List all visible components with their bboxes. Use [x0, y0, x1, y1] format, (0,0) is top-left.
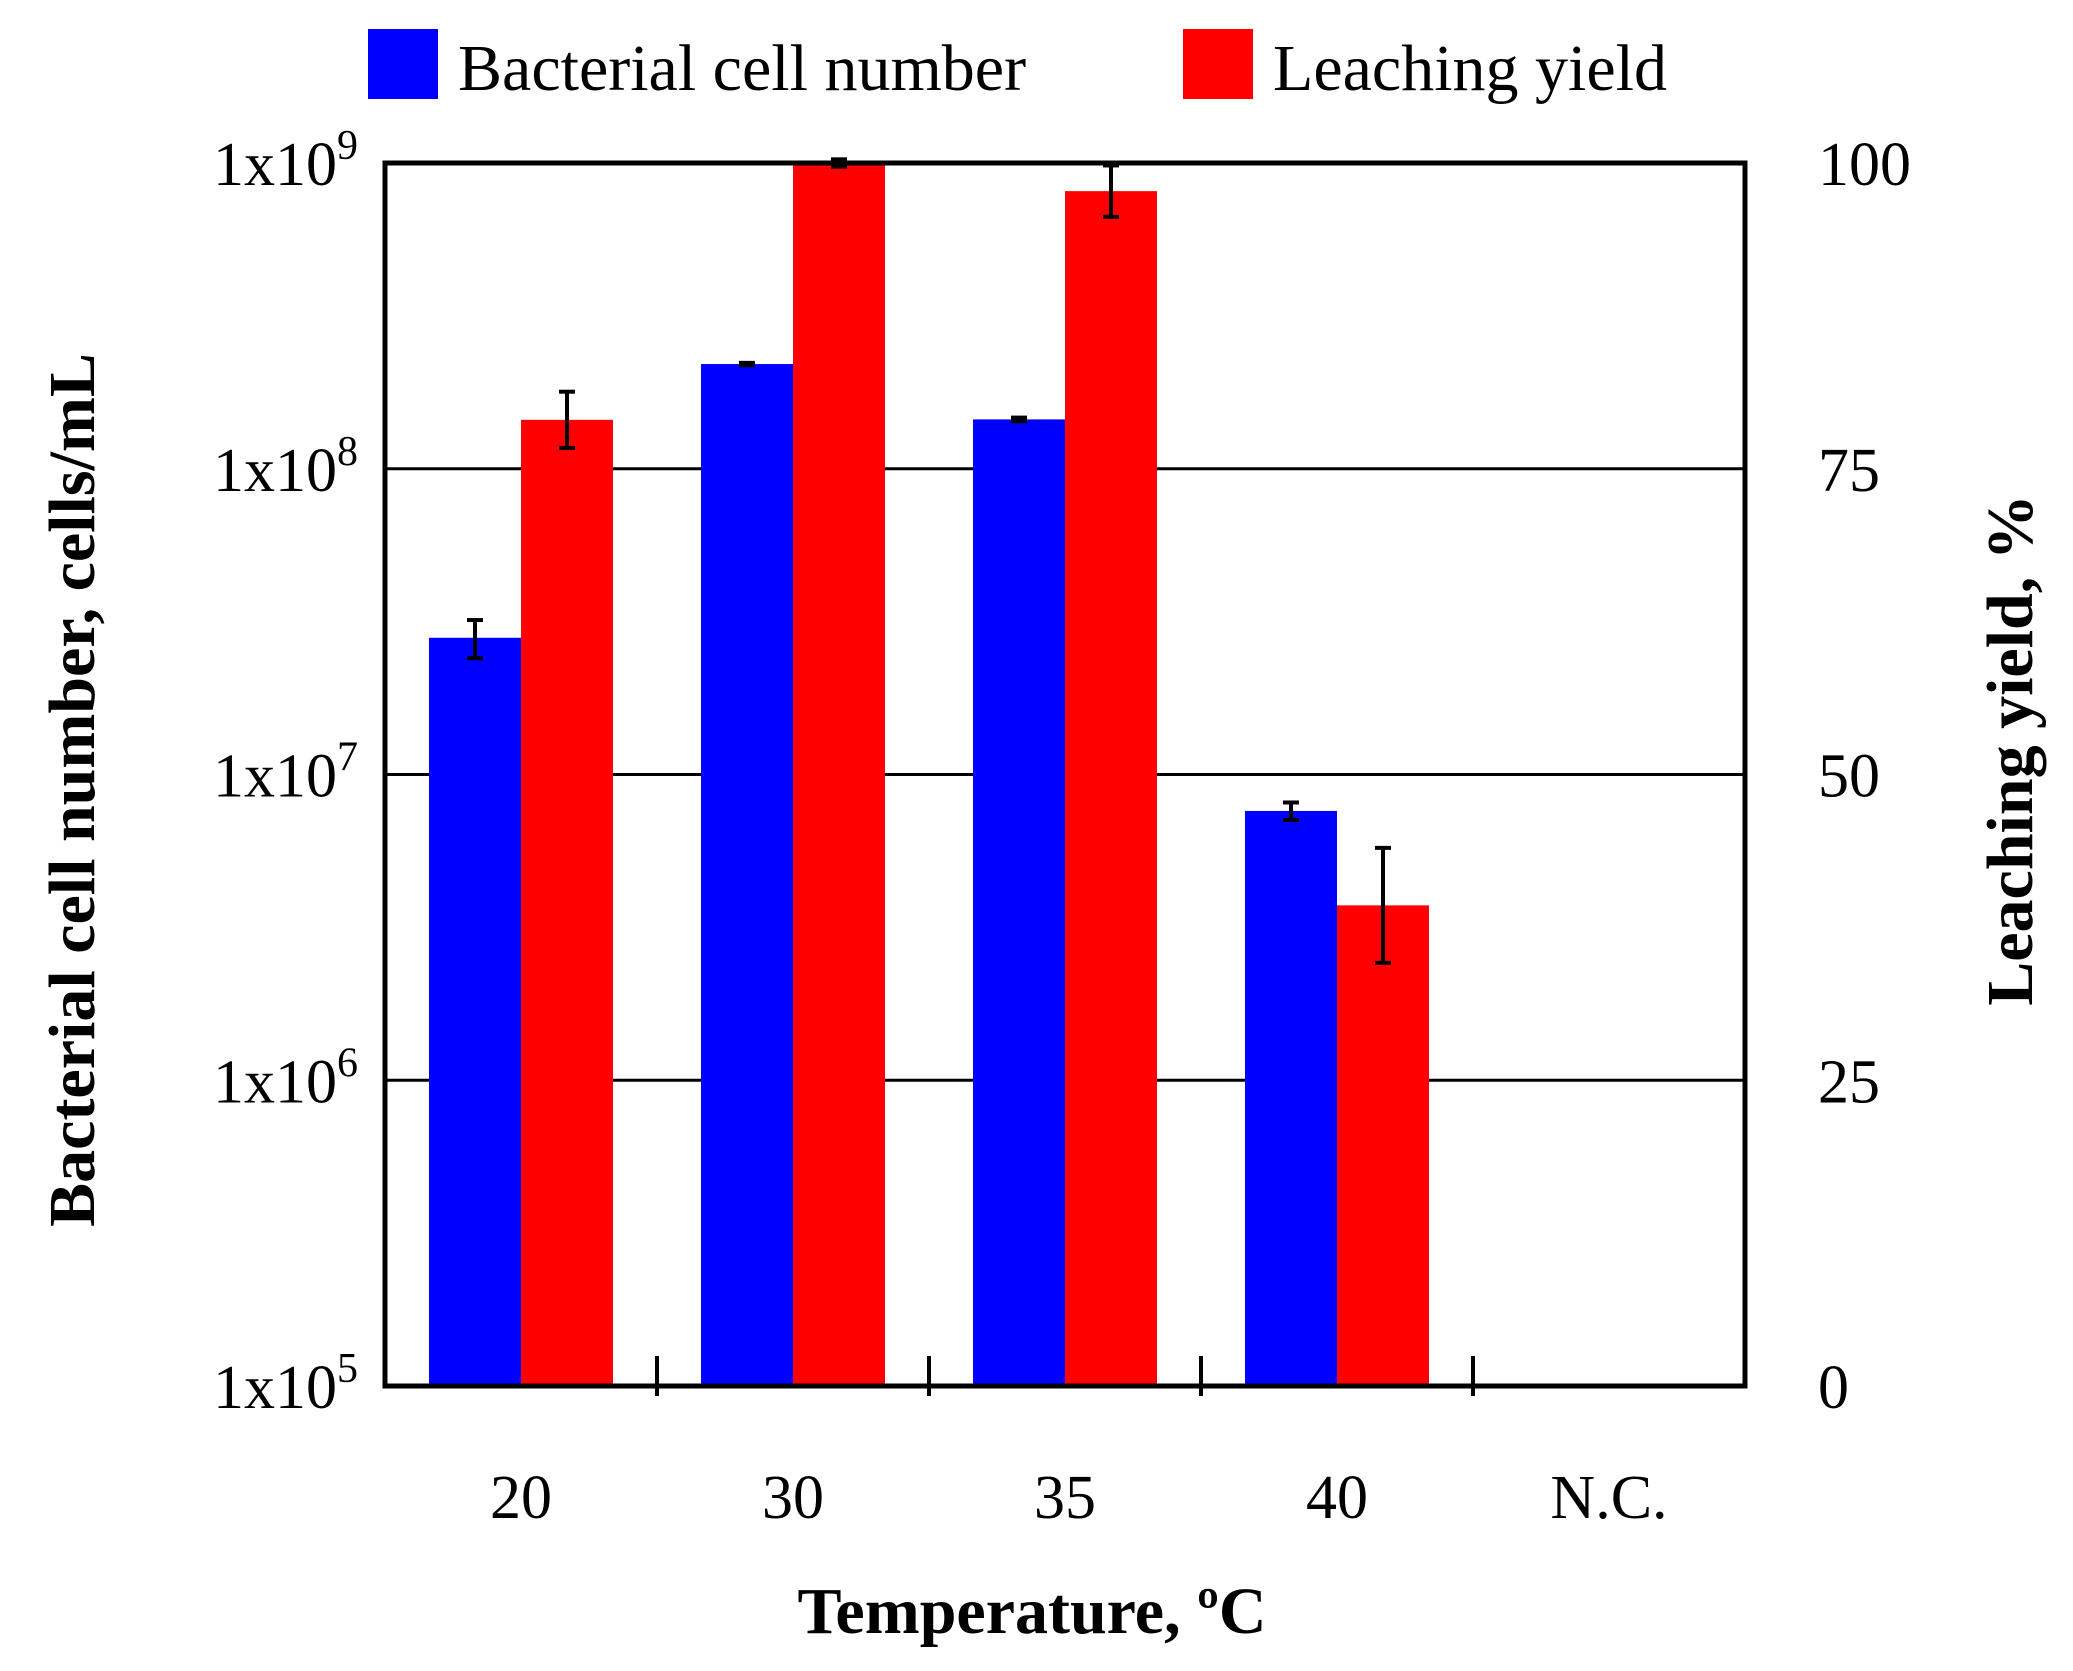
y-right-axis-title: Leaching yield, %: [1974, 494, 2047, 1006]
error-bars: [467, 157, 1391, 965]
error-bar-bacterial-40: [1283, 800, 1299, 822]
error-bar-bacterial-20: [467, 618, 483, 661]
x-tick-label: N.C.: [1550, 1464, 1667, 1532]
x-tick-label: 40: [1306, 1464, 1368, 1532]
legend-label-bacterial: Bacterial cell number: [458, 32, 1026, 105]
x-axis-title: Temperature, ºC: [797, 1575, 1266, 1648]
y-right-tick-label: 100: [1818, 131, 1911, 199]
error-bar-bacterial-35: [1011, 415, 1027, 424]
y-left-axis-title: Bacterial cell number, cells/mL: [36, 353, 109, 1227]
legend-label-leaching: Leaching yield: [1273, 32, 1667, 105]
y-left-tick-label: 1x107: [213, 735, 358, 811]
bar-leaching-35: [1065, 191, 1157, 1386]
plot-frame: [382, 160, 1748, 1389]
bar-bacterial-30: [701, 364, 793, 1386]
y-left-tick-label: 1x108: [213, 429, 358, 505]
x-tick-label: 35: [1034, 1464, 1096, 1532]
y-right-tick-label: 50: [1818, 743, 1880, 811]
bar-bacterial-20: [429, 637, 521, 1386]
bar-leaching-40: [1337, 905, 1429, 1386]
y-left-tick-label: 1x106: [213, 1040, 358, 1116]
legend: Bacterial cell number Leaching yield: [368, 29, 1667, 105]
legend-swatch-bacterial: [368, 29, 438, 99]
y-right-tick-label: 0: [1818, 1354, 1849, 1422]
y-right-tick-label: 25: [1818, 1048, 1880, 1116]
error-bar-leaching-40: [1375, 845, 1391, 965]
error-bar-bacterial-30: [739, 360, 755, 368]
x-tick-label: 20: [490, 1464, 552, 1532]
bar-leaching-30: [793, 163, 885, 1386]
y-right-tick-label: 75: [1818, 437, 1880, 505]
bar-bacterial-35: [973, 419, 1065, 1386]
tick-labels: 20 30 35 40 N.C. 1x105 1x106 1x107 1x108 1x109 0 25…: [213, 123, 1911, 1532]
y-left-tick-label: 1x105: [213, 1346, 358, 1422]
bar-bacterial-40: [1245, 810, 1337, 1386]
bars: [429, 163, 1429, 1387]
bar-leaching-20: [521, 419, 613, 1387]
axes: [382, 160, 1748, 1396]
error-bar-leaching-20: [559, 389, 575, 450]
legend-swatch-leaching: [1183, 29, 1253, 99]
y-left-tick-label: 1x109: [213, 123, 358, 199]
x-tick-label: 30: [762, 1464, 824, 1532]
